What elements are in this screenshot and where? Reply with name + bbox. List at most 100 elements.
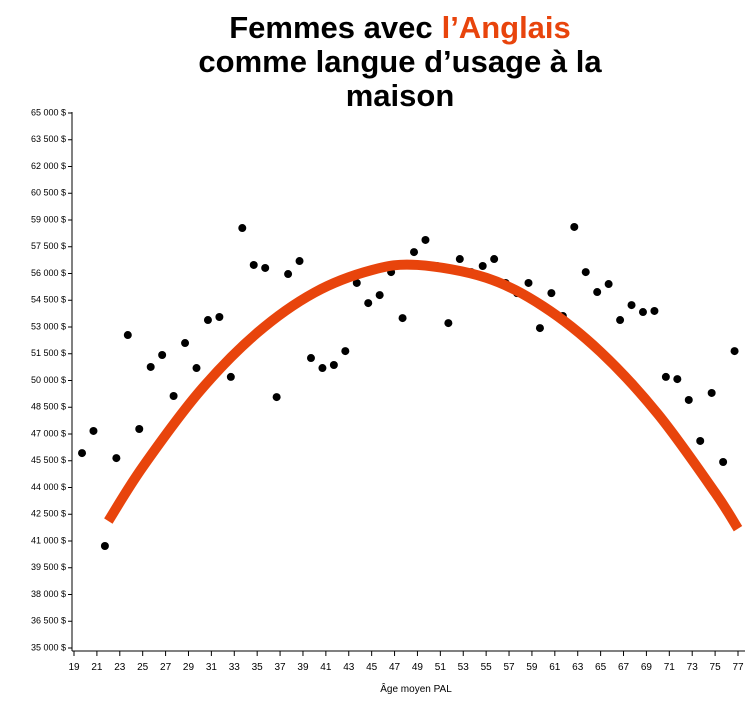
x-tick-label: 29	[183, 662, 195, 673]
data-point	[158, 350, 167, 359]
chart-title-line: comme langue d’usage à la	[198, 44, 602, 79]
data-point	[100, 541, 109, 550]
y-tick-label: 44 000 $	[31, 482, 66, 492]
x-tick-label: 33	[229, 662, 241, 673]
x-tick-label: 45	[366, 662, 378, 673]
x-tick-label: 43	[343, 662, 355, 673]
data-point	[146, 362, 155, 371]
data-point	[123, 331, 132, 340]
y-tick-label: 39 500 $	[31, 562, 66, 572]
trend-line	[104, 259, 743, 532]
data-point	[410, 248, 419, 257]
y-tick-label: 41 000 $	[31, 535, 66, 545]
y-tick-label: 59 000 $	[31, 214, 66, 224]
data-point	[570, 222, 579, 231]
x-tick-label: 25	[137, 662, 149, 673]
data-point	[306, 354, 315, 363]
data-point	[226, 372, 235, 381]
data-point	[455, 255, 464, 264]
data-point	[719, 457, 728, 466]
data-point	[181, 339, 190, 348]
data-point	[295, 257, 304, 266]
data-point	[112, 454, 121, 463]
data-point	[203, 316, 212, 325]
y-tick-label: 60 500 $	[31, 188, 66, 198]
x-tick-label: 49	[412, 662, 424, 673]
data-point	[215, 313, 224, 322]
data-point	[249, 260, 258, 269]
data-point	[535, 324, 544, 333]
y-tick-label: 42 500 $	[31, 509, 66, 519]
x-tick-label: 77	[732, 662, 744, 673]
data-point	[524, 278, 533, 287]
data-point	[604, 280, 613, 289]
data-point	[169, 392, 178, 401]
data-point	[707, 388, 716, 397]
x-tick-label: 63	[572, 662, 584, 673]
y-tick-label: 63 500 $	[31, 134, 66, 144]
data-point	[238, 224, 247, 233]
data-point	[352, 278, 361, 287]
x-tick-label: 69	[641, 662, 653, 673]
y-tick-label: 65 000 $	[31, 107, 66, 117]
y-tick-label: 45 500 $	[31, 455, 66, 465]
data-point	[661, 372, 670, 381]
x-tick-label: 53	[458, 662, 470, 673]
x-tick-label: 57	[503, 662, 515, 673]
data-point	[261, 263, 270, 272]
y-tick-label: 50 000 $	[31, 375, 66, 385]
x-tick-label: 39	[297, 662, 309, 673]
x-tick-label: 41	[320, 662, 332, 673]
data-point	[673, 375, 682, 384]
data-point	[627, 301, 636, 310]
y-tick-label: 56 000 $	[31, 268, 66, 278]
data-point	[638, 308, 647, 317]
data-point	[730, 347, 739, 356]
data-point	[696, 436, 705, 445]
data-point	[272, 393, 281, 402]
x-tick-label: 71	[664, 662, 676, 673]
x-tick-label: 35	[252, 662, 264, 673]
chart-title: Femmes avec l’Anglais	[229, 10, 571, 45]
title-highlight: l’Anglais	[442, 10, 571, 45]
title-start: Femmes avec	[229, 10, 432, 45]
x-tick-label: 61	[549, 662, 561, 673]
y-tick-label: 48 500 $	[31, 402, 66, 412]
x-tick-label: 59	[526, 662, 538, 673]
data-point	[318, 364, 327, 373]
data-point	[581, 268, 590, 277]
data-point	[478, 262, 487, 271]
data-point	[490, 255, 499, 264]
x-tick-label: 47	[389, 662, 401, 673]
data-point	[684, 395, 693, 404]
y-tick-label: 36 500 $	[31, 616, 66, 626]
data-point	[341, 347, 350, 356]
data-point	[364, 299, 373, 308]
y-tick-label: 35 000 $	[31, 642, 66, 652]
x-tick-label: 73	[687, 662, 699, 673]
y-tick-label: 51 500 $	[31, 348, 66, 358]
y-tick-label: 47 000 $	[31, 428, 66, 438]
x-tick-label: 51	[435, 662, 447, 673]
data-point	[547, 289, 556, 298]
y-tick-label: 54 500 $	[31, 295, 66, 305]
data-point	[89, 426, 98, 435]
data-point	[421, 235, 430, 244]
data-point	[329, 360, 338, 369]
y-tick-label: 57 500 $	[31, 241, 66, 251]
x-tick-label: 65	[595, 662, 607, 673]
x-tick-label: 55	[481, 662, 493, 673]
x-tick-label: 27	[160, 662, 172, 673]
y-tick-label: 53 000 $	[31, 321, 66, 331]
y-tick-label: 38 000 $	[31, 589, 66, 599]
x-tick-label: 23	[114, 662, 126, 673]
data-point	[398, 314, 407, 323]
chart-title-line: maison	[346, 78, 455, 113]
data-point	[444, 319, 453, 328]
x-tick-label: 37	[275, 662, 287, 673]
x-tick-label: 21	[91, 662, 103, 673]
x-tick-label: 31	[206, 662, 218, 673]
data-point	[616, 316, 625, 325]
data-point	[593, 288, 602, 297]
